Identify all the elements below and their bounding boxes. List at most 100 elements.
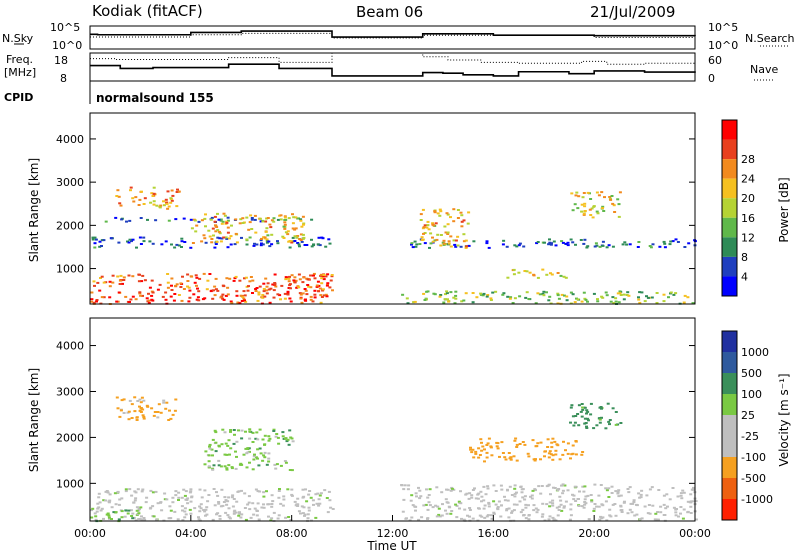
echo-cell-0-154 [189, 488, 193, 491]
echo-cell-2-5 [137, 512, 141, 515]
echo-cell-4-79 [272, 220, 276, 223]
frequency-panel-frame [89, 52, 696, 82]
echo-cell-0-183 [164, 298, 168, 301]
echo-cell-1-14 [141, 408, 145, 411]
echo-cell-4-32 [540, 485, 544, 487]
echo-cell-7-49 [423, 242, 427, 245]
echo-cell-6-68 [682, 301, 686, 304]
echo-cell-4-385 [513, 495, 517, 498]
echo-cell-8-37 [456, 217, 460, 219]
echo-cell-3-90 [251, 468, 255, 471]
echo-cell-4-96 [573, 485, 577, 488]
echo-cell-4-110 [666, 505, 669, 508]
echo-cell-0-106 [108, 517, 111, 520]
echo-cell-7-74 [593, 245, 597, 248]
echo-cell-3-84 [268, 437, 272, 440]
echo-cell-5-64 [485, 451, 489, 454]
echo-cell-6-30 [580, 403, 584, 405]
echo-cell-5-15 [546, 438, 550, 441]
echo-cell-0-149 [166, 286, 170, 289]
echo-cell-5-91 [496, 442, 500, 445]
echo-cell-8-40 [462, 240, 466, 243]
echo-cell-10-41 [602, 210, 606, 212]
echo-cell-6-45 [486, 294, 490, 296]
echo-cell-4-80 [527, 518, 531, 521]
echo-cell-1-45 [138, 409, 142, 412]
echo-cell-3-124 [290, 437, 294, 440]
echo-cell-4-89 [211, 227, 215, 230]
echo-cell-5-16 [319, 273, 323, 276]
echo-cell-5-29 [272, 289, 276, 292]
echo-cell-6-35 [585, 427, 589, 429]
echo-cell-1-29 [127, 418, 131, 421]
echo-cell-0-9 [229, 300, 233, 303]
echo-cell-3-108 [277, 442, 281, 445]
echo-cell-7-88 [561, 241, 565, 244]
echo-cell-0-163 [182, 288, 186, 290]
echo-cell-4-26 [300, 225, 304, 228]
echo-cell-0-147 [131, 295, 135, 298]
echo-cell-5-27 [295, 286, 299, 289]
echo-cell-4-21 [694, 500, 698, 503]
echo-cell-1-39 [140, 396, 144, 399]
echo-cell-4-109 [503, 495, 506, 498]
echo-cell-0-57 [138, 292, 142, 295]
echo-cell-0-10 [240, 489, 243, 492]
echo-cell-1-2 [225, 237, 229, 240]
echo-cell-0-92 [182, 488, 186, 491]
echo-cell-0-157 [290, 274, 294, 277]
echo-cell-6-62 [445, 290, 449, 293]
echo-cell-0-228 [221, 297, 225, 300]
echo-cell-3-62 [221, 428, 225, 431]
echo-cell-4-211 [455, 516, 459, 519]
echo-cell-0-90 [251, 292, 254, 294]
echo-cell-7-67 [623, 241, 627, 244]
ytick-label-3: 4000 [56, 340, 84, 353]
echo-cell-4-298 [593, 503, 597, 505]
echo-cell-4-128 [468, 515, 471, 518]
echo-cell-4-34 [234, 232, 238, 235]
echo-cell-1-6 [167, 419, 171, 421]
echo-cell-4-293 [454, 503, 458, 506]
echo-cell-0-16 [118, 498, 122, 501]
echo-cell-8-69 [445, 212, 449, 215]
freq-left-tick-bottom: 8 [60, 72, 67, 85]
echo-cell-0-265 [279, 502, 283, 505]
echo-cell-6-88 [655, 302, 659, 304]
echo-cell-4-64 [282, 225, 286, 228]
echo-cell-6-59 [580, 300, 584, 303]
echo-cell-7-80 [552, 240, 556, 243]
echo-cell-0-76 [186, 285, 189, 288]
echo-cell-5-18 [521, 441, 525, 443]
echo-cell-10-26 [591, 216, 595, 219]
echo-cell-0-97 [115, 300, 119, 303]
echo-cell-4-326 [638, 518, 642, 521]
echo-cell-4-113 [616, 491, 620, 493]
freq-unit-label: [MHz] [4, 66, 36, 79]
echo-cell-4-68 [519, 511, 523, 514]
echo-cell-4-30 [530, 497, 534, 500]
echo-cell-3-105 [290, 469, 294, 472]
echo-cell-4-227 [629, 502, 633, 505]
echo-cell-6-78 [489, 297, 493, 300]
echo-cell-8-28 [456, 244, 460, 247]
echo-cell-0-203 [142, 517, 146, 519]
echo-cell-0-3 [221, 293, 225, 296]
echo-cell-3-32 [261, 459, 265, 462]
echo-cell-0-251 [92, 301, 96, 304]
echo-cell-1-46 [139, 243, 143, 245]
echo-cell-8-51 [425, 226, 429, 229]
echo-cell-7-18 [487, 246, 491, 249]
echo-cell-6-31 [646, 296, 650, 299]
echo-cell-6-27 [511, 302, 515, 304]
echo-cell-3-46 [177, 190, 181, 193]
echo-cell-4-140 [671, 487, 675, 489]
echo-cell-4-23 [665, 493, 669, 496]
echo-cell-1-79 [94, 238, 98, 241]
echo-cell-0-80 [230, 496, 234, 499]
echo-cell-4-262 [513, 487, 517, 490]
echo-cell-0-116 [150, 279, 154, 282]
echo-cell-4-43 [438, 515, 442, 518]
echo-cell-5-24 [307, 285, 311, 288]
